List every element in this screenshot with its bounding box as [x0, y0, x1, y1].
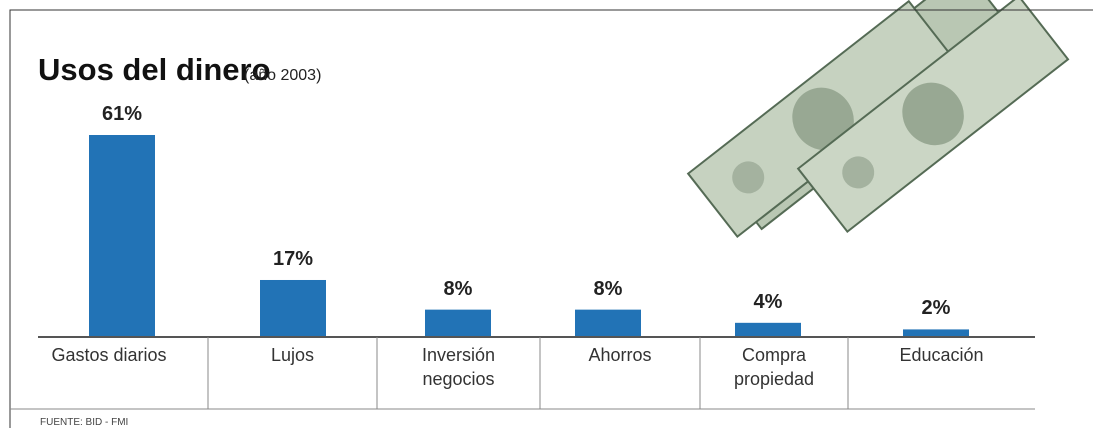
bar: [260, 279, 326, 336]
value-label: 8%: [443, 277, 473, 300]
value-label: 61%: [101, 103, 143, 125]
bar: [575, 309, 641, 336]
bar: [903, 329, 969, 336]
value-label: 17%: [272, 247, 314, 270]
bars: [89, 135, 969, 336]
money-illustration: [686, 0, 1070, 239]
source: FUENTE: BID - FMI: [40, 417, 129, 428]
x-tick-label: Gastos diarios: [51, 345, 167, 365]
frame: [9, 9, 1093, 428]
x-tick-label: Ahorros: [588, 345, 652, 365]
x-tick-label: Compra propiedad: [733, 345, 815, 389]
x-tick-label: Inversión negocios: [421, 345, 496, 389]
chart-subtitle: (año 2003): [244, 67, 322, 84]
bar: [89, 135, 155, 336]
chart-title: Usos del dinero: [38, 52, 271, 87]
bar: [735, 322, 801, 336]
value-label: 2%: [921, 297, 951, 320]
bar: [425, 309, 491, 336]
value-label: 8%: [593, 277, 623, 300]
value-label: 4%: [753, 290, 783, 313]
column-dividers: [207, 337, 849, 409]
x-tick-label: Lujos: [270, 345, 315, 365]
x-tick-label: Educación: [899, 345, 984, 365]
